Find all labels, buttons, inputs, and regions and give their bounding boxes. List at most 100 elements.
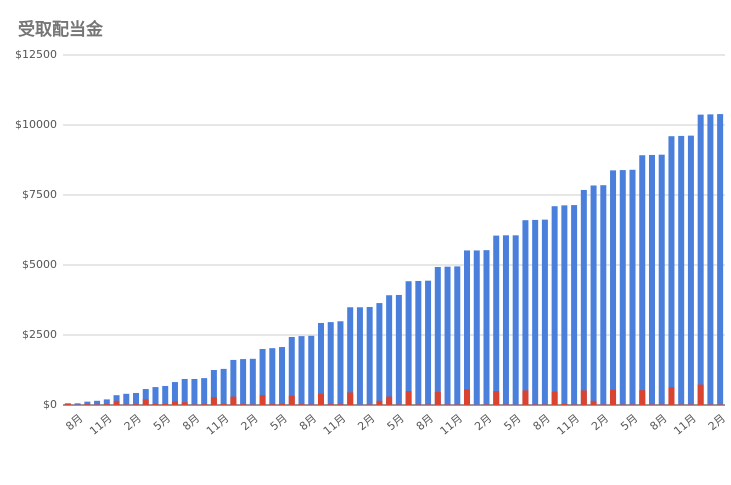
bar — [142, 399, 149, 405]
x-tick-label: 2月 — [706, 412, 728, 434]
x-tick-label: 8月 — [531, 412, 553, 434]
x-tick-label: 8月 — [297, 412, 319, 434]
bar — [551, 206, 558, 405]
bar — [201, 404, 208, 405]
bar — [707, 404, 714, 405]
bar — [493, 391, 500, 405]
bar — [269, 348, 276, 405]
bar — [288, 336, 295, 405]
y-tick-label: $12500 — [15, 48, 57, 61]
bar — [152, 403, 159, 405]
bar — [84, 404, 91, 405]
bar — [366, 404, 373, 405]
bar — [639, 390, 646, 405]
bar — [658, 404, 665, 405]
bar — [308, 335, 315, 405]
bar — [84, 401, 91, 405]
bar — [668, 136, 675, 405]
bar — [610, 389, 617, 405]
bar — [152, 387, 159, 405]
bar — [376, 400, 383, 405]
bar — [551, 391, 558, 405]
x-tick-label: 8月 — [63, 412, 85, 434]
bar — [473, 250, 480, 405]
bar — [386, 295, 393, 405]
bar — [201, 378, 208, 405]
bar — [464, 389, 471, 405]
bar — [103, 404, 110, 405]
bar — [512, 235, 519, 405]
x-tick-label: 11月 — [87, 412, 115, 438]
bar — [220, 403, 227, 405]
bar — [434, 266, 441, 405]
x-tick-label: 8月 — [647, 412, 669, 434]
bar — [74, 403, 81, 405]
bar — [687, 404, 694, 405]
bar — [279, 347, 286, 405]
x-tick-label: 11月 — [204, 412, 232, 438]
bar — [600, 185, 607, 405]
bar — [171, 382, 178, 405]
bar — [678, 404, 685, 405]
bar — [415, 280, 422, 405]
bar — [337, 321, 344, 405]
bar — [707, 114, 714, 406]
bar — [123, 404, 130, 405]
bar — [444, 404, 451, 405]
bar — [717, 404, 724, 405]
bar — [561, 403, 568, 405]
bar — [425, 404, 432, 405]
bar — [133, 404, 140, 405]
bar — [376, 303, 383, 405]
bar — [191, 378, 198, 405]
bar — [347, 392, 354, 405]
bar — [113, 395, 120, 405]
y-tick-label: $7500 — [22, 188, 57, 201]
bar — [425, 280, 432, 405]
bar — [142, 389, 149, 405]
x-tick-label: 5月 — [385, 412, 407, 434]
x-tick-label: 8月 — [414, 412, 436, 434]
bar — [249, 358, 256, 405]
bar — [648, 404, 655, 405]
y-tick-label: $0 — [43, 398, 57, 411]
bar — [483, 250, 490, 405]
bar — [648, 154, 655, 405]
bar — [454, 266, 461, 405]
bar — [259, 349, 266, 405]
x-tick-label: 11月 — [321, 412, 349, 438]
x-tick-label: 5月 — [268, 412, 290, 434]
bar — [483, 404, 490, 405]
bar — [522, 390, 529, 405]
bar — [493, 235, 500, 405]
bar — [298, 336, 305, 405]
bar — [317, 393, 324, 405]
x-tick-label: 5月 — [501, 412, 523, 434]
bar — [64, 403, 71, 405]
bar — [181, 378, 188, 405]
bar — [171, 401, 178, 405]
bar — [464, 250, 471, 405]
x-tick-label: 5月 — [151, 412, 173, 434]
x-tick-label: 11月 — [438, 412, 466, 438]
bar — [240, 359, 247, 405]
bar — [678, 135, 685, 406]
bar — [230, 359, 237, 405]
bar — [356, 307, 363, 405]
bar — [123, 393, 130, 405]
bar — [571, 404, 578, 405]
bar — [522, 220, 529, 405]
x-tick-label: 2月 — [239, 412, 261, 434]
bar — [405, 391, 412, 405]
bar — [395, 294, 402, 405]
bar — [94, 400, 101, 405]
bar — [571, 205, 578, 405]
x-tick-label: 11月 — [554, 412, 582, 438]
bar — [395, 404, 402, 405]
x-tick-label: 11月 — [671, 412, 699, 438]
y-tick-label: $5000 — [22, 258, 57, 271]
bar — [502, 404, 509, 405]
bar — [230, 396, 237, 405]
